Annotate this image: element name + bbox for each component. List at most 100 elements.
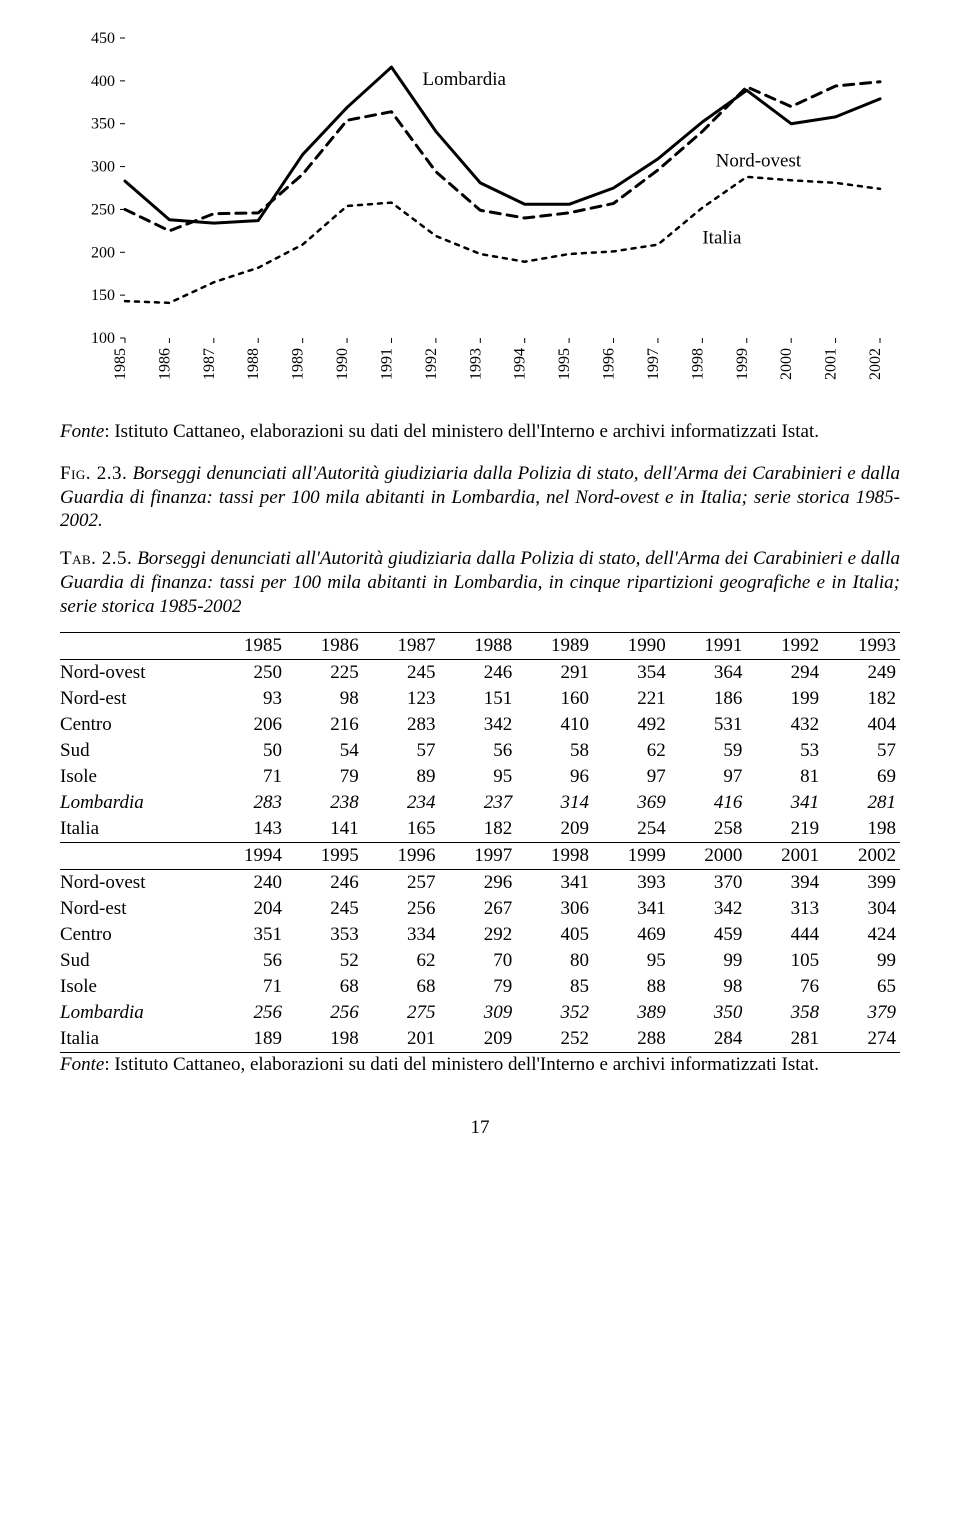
svg-text:1994: 1994 <box>512 348 529 380</box>
svg-text:1999: 1999 <box>734 348 751 380</box>
cell: 160 <box>516 686 593 712</box>
cell: 292 <box>439 922 516 948</box>
line-chart: 1001502002503003504004501985198619871988… <box>70 28 890 408</box>
table-row: Nord-est9398123151160221186199182 <box>60 686 900 712</box>
cell: 352 <box>516 1000 593 1026</box>
row-label: Lombardia <box>60 790 209 816</box>
table-row: Nord-ovest240246257296341393370394399 <box>60 870 900 897</box>
cell: 459 <box>670 922 747 948</box>
cell: 304 <box>823 896 900 922</box>
svg-text:1986: 1986 <box>156 348 173 380</box>
cell: 97 <box>593 764 670 790</box>
cell: 85 <box>516 974 593 1000</box>
table-col-header: 1999 <box>593 843 670 870</box>
svg-text:1988: 1988 <box>245 348 262 380</box>
cell: 257 <box>363 870 440 897</box>
cell: 309 <box>439 1000 516 1026</box>
cell: 469 <box>593 922 670 948</box>
cell: 80 <box>516 948 593 974</box>
cell: 88 <box>593 974 670 1000</box>
cell: 267 <box>439 896 516 922</box>
cell: 394 <box>746 870 823 897</box>
cell: 246 <box>439 660 516 687</box>
table-corner <box>60 633 209 660</box>
svg-text:1992: 1992 <box>423 348 440 380</box>
cell: 79 <box>286 764 363 790</box>
table-row: Isole716868798588987665 <box>60 974 900 1000</box>
table-row: Sud505457565862595357 <box>60 738 900 764</box>
cell: 237 <box>439 790 516 816</box>
cell: 189 <box>209 1026 286 1053</box>
table-col-header: 1996 <box>363 843 440 870</box>
cell: 198 <box>286 1026 363 1053</box>
cell: 56 <box>439 738 516 764</box>
row-label: Isole <box>60 974 209 1000</box>
cell: 68 <box>286 974 363 1000</box>
cell: 369 <box>593 790 670 816</box>
cell: 432 <box>746 712 823 738</box>
cell: 351 <box>209 922 286 948</box>
cell: 62 <box>593 738 670 764</box>
data-table: 198519861987198819891990199119921993 Nor… <box>60 632 900 1053</box>
cell: 256 <box>363 896 440 922</box>
cell: 399 <box>823 870 900 897</box>
cell: 238 <box>286 790 363 816</box>
table-caption-body: Borseggi denunciati all'Autorità giudizi… <box>60 548 900 617</box>
cell: 275 <box>363 1000 440 1026</box>
cell: 105 <box>746 948 823 974</box>
row-label: Sud <box>60 948 209 974</box>
cell: 151 <box>439 686 516 712</box>
table-col-header: 1987 <box>363 633 440 660</box>
cell: 234 <box>363 790 440 816</box>
cell: 50 <box>209 738 286 764</box>
cell: 358 <box>746 1000 823 1026</box>
cell: 281 <box>746 1026 823 1053</box>
cell: 221 <box>593 686 670 712</box>
svg-text:1985: 1985 <box>112 348 129 380</box>
cell: 245 <box>363 660 440 687</box>
table-row: Isole717989959697978169 <box>60 764 900 790</box>
cell: 59 <box>670 738 747 764</box>
source2-body: : Istituto Cattaneo, elaborazioni su dat… <box>104 1054 819 1075</box>
table-row: Lombardia283238234237314369416341281 <box>60 790 900 816</box>
table-col-header: 2000 <box>670 843 747 870</box>
source2-label: Fonte <box>60 1054 104 1075</box>
table-row: Centro351353334292405469459444424 <box>60 922 900 948</box>
cell: 354 <box>593 660 670 687</box>
svg-text:400: 400 <box>91 73 115 90</box>
cell: 206 <box>209 712 286 738</box>
figure-caption: Fig. 2.3. Borseggi denunciati all'Autori… <box>60 462 900 533</box>
row-label: Centro <box>60 712 209 738</box>
svg-text:350: 350 <box>91 116 115 133</box>
svg-text:1987: 1987 <box>201 348 218 380</box>
cell: 240 <box>209 870 286 897</box>
table-corner <box>60 843 209 870</box>
cell: 341 <box>746 790 823 816</box>
row-label: Centro <box>60 922 209 948</box>
cell: 334 <box>363 922 440 948</box>
cell: 68 <box>363 974 440 1000</box>
row-label: Nord-est <box>60 896 209 922</box>
table-col-header: 1998 <box>516 843 593 870</box>
cell: 209 <box>439 1026 516 1053</box>
cell: 283 <box>363 712 440 738</box>
cell: 65 <box>823 974 900 1000</box>
svg-text:1995: 1995 <box>556 348 573 380</box>
cell: 296 <box>439 870 516 897</box>
cell: 393 <box>593 870 670 897</box>
table-row: Centro206216283342410492531432404 <box>60 712 900 738</box>
table-col-header: 1990 <box>593 633 670 660</box>
source-body: : Istituto Cattaneo, elaborazioni su dat… <box>104 421 819 442</box>
cell: 254 <box>593 816 670 843</box>
cell: 416 <box>670 790 747 816</box>
cell: 123 <box>363 686 440 712</box>
svg-text:1993: 1993 <box>467 348 484 380</box>
table-col-header: 1995 <box>286 843 363 870</box>
cell: 245 <box>286 896 363 922</box>
cell: 258 <box>670 816 747 843</box>
cell: 89 <box>363 764 440 790</box>
cell: 350 <box>670 1000 747 1026</box>
cell: 370 <box>670 870 747 897</box>
cell: 99 <box>823 948 900 974</box>
svg-text:150: 150 <box>91 287 115 304</box>
